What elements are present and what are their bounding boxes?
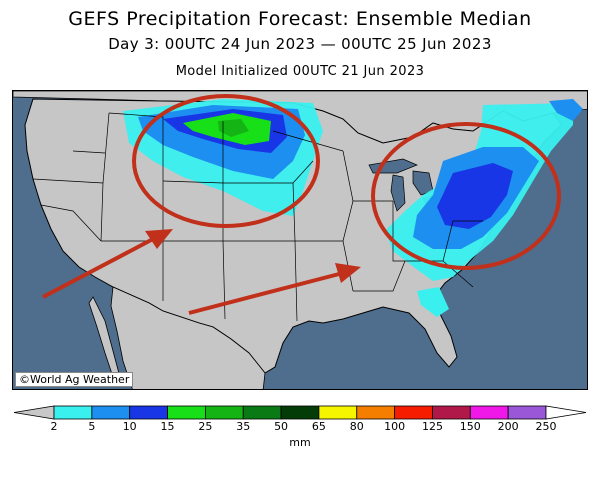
colorbar-tick-label: 150 — [459, 420, 481, 433]
mexico-land — [110, 286, 266, 389]
colorbar-segment — [356, 405, 396, 420]
model-init-time: Model Initialized 00UTC 21 Jun 2023 — [175, 64, 425, 79]
colorbar-tick-label: 125 — [421, 420, 443, 433]
colorbar-segment — [394, 405, 433, 420]
map-svg — [13, 91, 587, 389]
map-title: GEFS Precipitation Forecast: Ensemble Me… — [68, 8, 532, 30]
colorbar-segment — [318, 405, 358, 420]
colorbar-segment — [91, 405, 131, 420]
colorbar-tick-label: 25 — [198, 420, 213, 433]
northern-plains-circle — [132, 94, 320, 228]
precip-eastern-us — [385, 99, 583, 317]
colorbar-segment — [507, 405, 547, 420]
arrow-to-east — [188, 263, 361, 315]
colorbar-tick-label: 35 — [236, 420, 251, 433]
colorbar-tick-label: 5 — [88, 420, 96, 433]
colorbar-under-triangle — [13, 405, 55, 420]
colorbar-tick-label: 250 — [535, 420, 557, 433]
colorbar-tick-label: 65 — [311, 420, 326, 433]
colorbar-tick-label: 10 — [122, 420, 137, 433]
colorbar-segment — [53, 405, 93, 420]
colorbar-segments — [13, 405, 587, 420]
colorbar-segment — [469, 405, 509, 420]
colorbar-segment — [167, 405, 206, 420]
colorbar-segment — [204, 405, 244, 420]
lake-michigan — [390, 174, 406, 212]
colorbar-segment — [129, 405, 168, 420]
eastern-us-circle — [371, 122, 561, 270]
colorbar-tick-label: 100 — [384, 420, 406, 433]
colorbar-tick-label: 2 — [50, 420, 58, 433]
colorbar-tick-label: 50 — [274, 420, 289, 433]
precip-colorbar — [13, 405, 587, 420]
colorbar-over-triangle — [545, 405, 587, 420]
colorbar-tick-label: 15 — [160, 420, 175, 433]
colorbar-unit: mm — [289, 436, 311, 449]
colorbar-segment — [432, 405, 471, 420]
colorbar-tick-label: 200 — [497, 420, 519, 433]
arrow-to-plains — [42, 229, 173, 299]
colorbar-segment — [280, 405, 320, 420]
colorbar-tick-label: 80 — [349, 420, 364, 433]
forecast-period: Day 3: 00UTC 24 Jun 2023 — 00UTC 25 Jun … — [108, 35, 492, 53]
colorbar-segment — [242, 405, 282, 420]
credit-label: ©World Ag Weather — [15, 372, 134, 387]
precipitation-map: ©World Ag Weather — [12, 90, 588, 390]
state-borders — [32, 112, 483, 322]
